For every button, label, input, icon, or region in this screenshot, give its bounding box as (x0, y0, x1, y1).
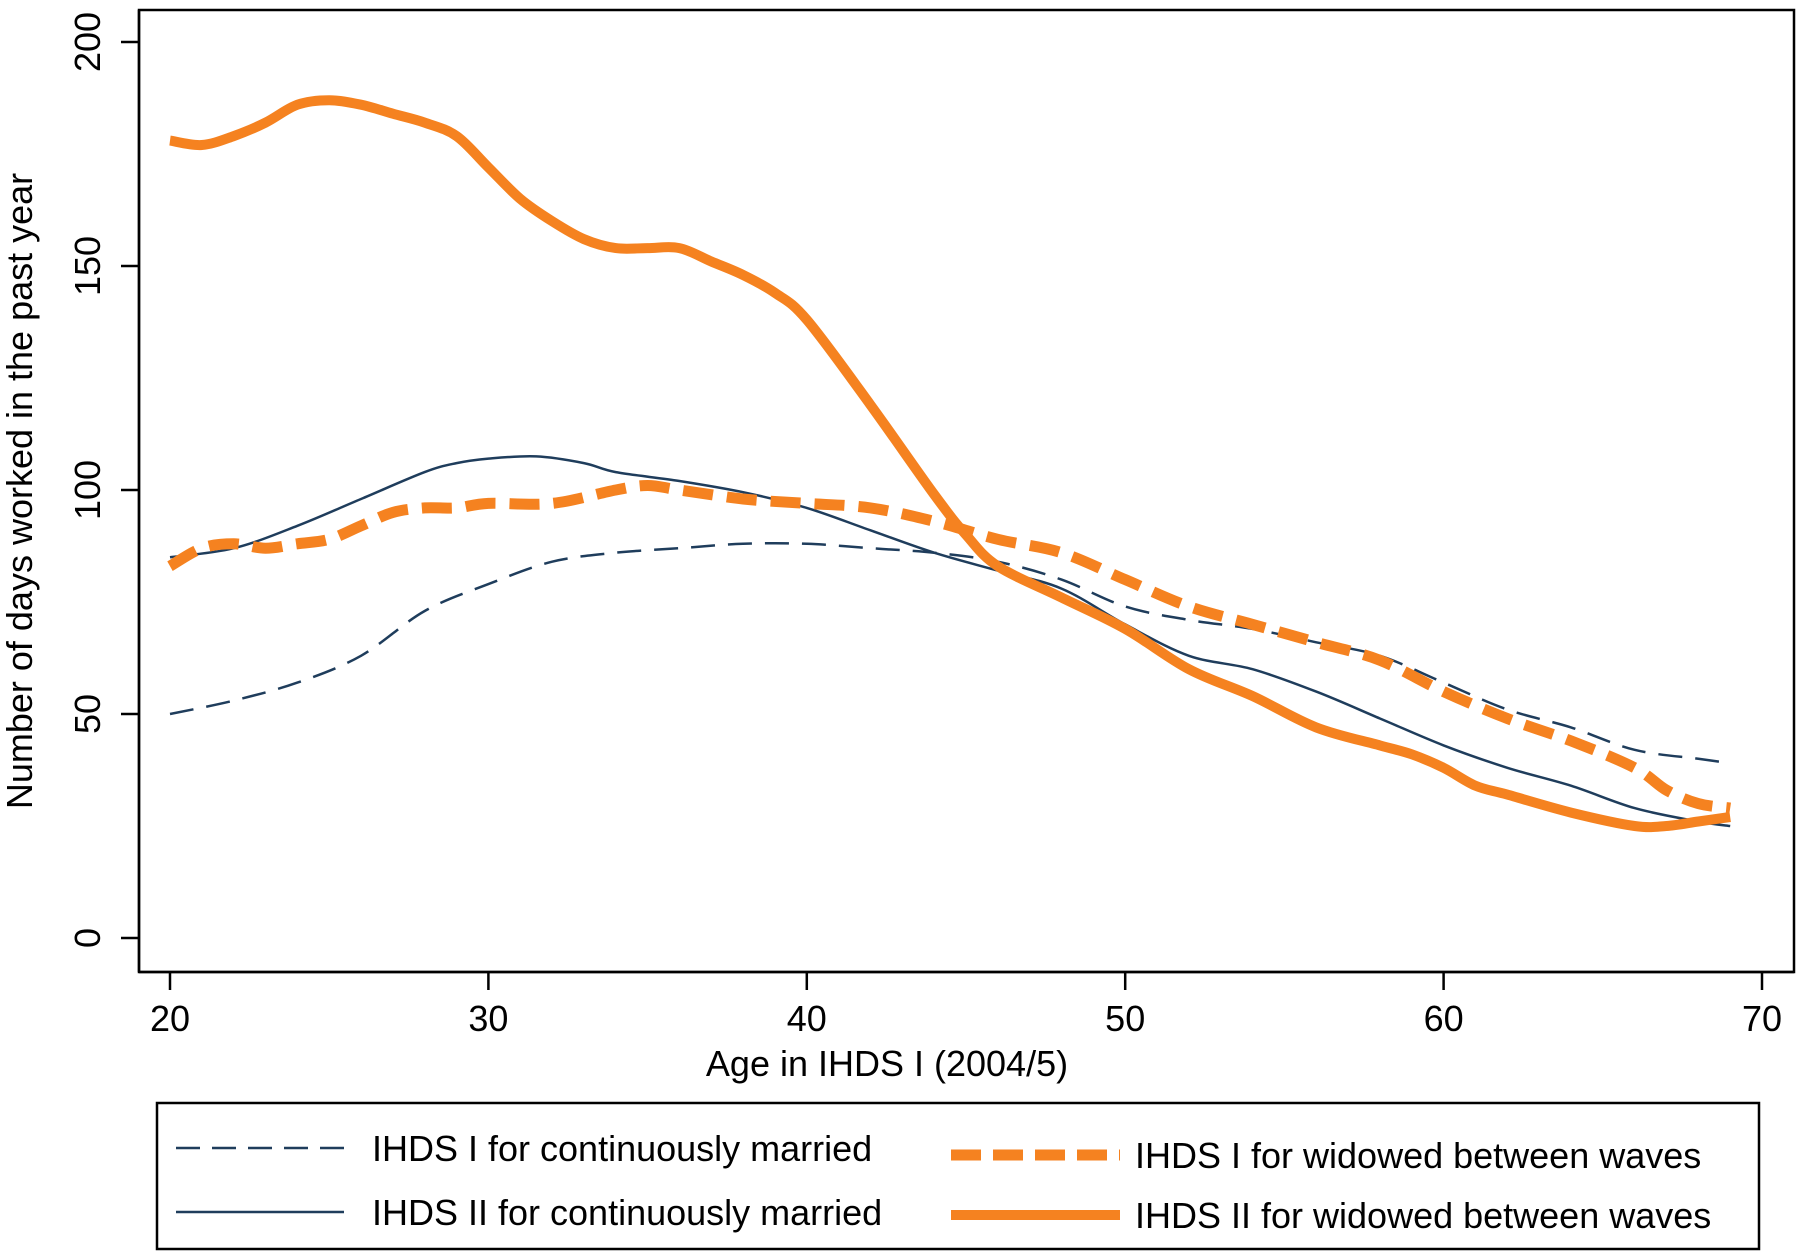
series-line-4 (169, 95, 1731, 833)
x-tick-label: 30 (468, 998, 508, 1039)
legend-items: IHDS I for continuously married IHDS II f… (176, 1128, 1711, 1236)
legend-label-3: IHDS I for widowed between waves (1135, 1135, 1701, 1176)
y-tick-label: 50 (67, 694, 108, 734)
y-axis-label: Number of days worked in the past year (0, 173, 40, 809)
legend-label-2: IHDS II for continuously married (372, 1192, 882, 1233)
x-tick-label: 60 (1424, 998, 1464, 1039)
series-line-2 (169, 454, 1731, 828)
y-tick-label: 0 (67, 928, 108, 948)
plot-frame (137, 8, 1796, 974)
x-ticks: 20 30 40 50 60 70 (150, 972, 1782, 1039)
y-tick-label: 200 (67, 12, 108, 72)
series-line-1 (169, 541, 1731, 765)
legend: IHDS I for continuously married IHDS II f… (155, 1101, 1761, 1251)
x-tick-label: 70 (1742, 998, 1782, 1039)
legend-label-4: IHDS II for widowed between waves (1135, 1195, 1711, 1236)
legend-box (155, 1101, 1761, 1251)
y-tick-label: 100 (67, 460, 108, 520)
series-line-3 (167, 480, 1732, 814)
series-group (167, 95, 1732, 833)
y-tick-label: 150 (67, 236, 108, 296)
y-ticks: 0 50 100 150 200 (67, 12, 139, 948)
x-tick-label: 40 (787, 998, 827, 1039)
legend-label-1: IHDS I for continuously married (372, 1128, 872, 1169)
x-tick-label: 50 (1105, 998, 1145, 1039)
x-tick-label: 20 (150, 998, 190, 1039)
x-axis-label: Age in IHDS I (2004/5) (706, 1043, 1068, 1084)
